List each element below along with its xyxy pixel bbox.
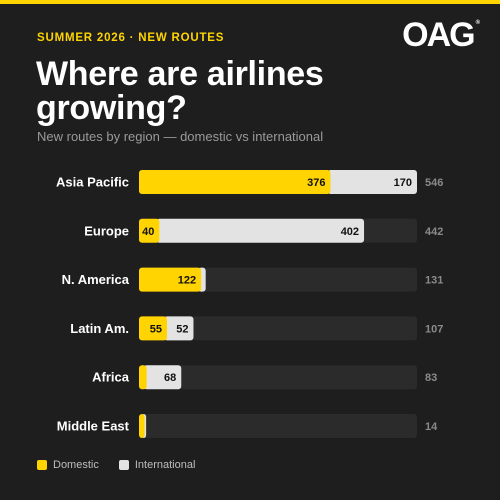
bar-domestic-n-america: [139, 267, 202, 292]
legend-label-international: International: [134, 459, 196, 471]
data-label-domestic-asia-pacific: 376: [307, 177, 325, 189]
top-accent-bar: [0, 0, 500, 4]
total-label-europe: 442: [425, 226, 443, 238]
category-label-europe: Europe: [84, 223, 129, 238]
bar-domestic-asia-pacific: [139, 170, 331, 194]
bar-international-europe: [156, 218, 365, 243]
legend-item-domestic: Domestic: [37, 459, 99, 471]
bar-international-latin-am: [164, 316, 194, 341]
bar-domestic-europe: [139, 218, 160, 243]
legend-label-domestic: Domestic: [53, 459, 99, 471]
category-label-n-america: N. America: [62, 272, 130, 287]
bar-domestic-africa: [139, 365, 147, 390]
bar-domestic-latin-am: [139, 316, 168, 341]
category-label-latin-am: Latin Am.: [70, 321, 129, 336]
total-label-asia-pacific: 546: [425, 177, 443, 189]
total-label-africa: 83: [425, 372, 437, 384]
data-label-international-asia-pacific: 170: [394, 177, 412, 189]
legend-swatch-domestic: [37, 460, 47, 470]
data-label-domestic-n-america: 122: [178, 275, 196, 287]
bar-track-middle-east: [139, 414, 417, 438]
total-label-n-america: 131: [425, 275, 443, 287]
data-label-international-africa: 68: [164, 372, 176, 384]
logo-registered-mark: ®: [475, 20, 480, 26]
data-label-international-europe: 402: [341, 226, 359, 238]
bar-track-latin-am: [139, 316, 417, 341]
page-subtitle: New routes by region — domestic vs inter…: [37, 129, 324, 144]
category-label-africa: Africa: [92, 370, 130, 385]
page-title: Where are airlines growing?: [36, 55, 324, 127]
oag-logo: OAG ®: [402, 16, 480, 55]
bar-international-asia-pacific: [327, 170, 417, 194]
legend: Domestic International: [37, 459, 215, 471]
total-label-middle-east: 14: [425, 421, 438, 433]
bar-international-africa: [143, 365, 182, 390]
total-label-latin-am: 107: [425, 323, 443, 335]
data-label-domestic-europe: 40: [142, 226, 154, 238]
bar-track-n-america: [139, 267, 417, 292]
data-label-domestic-latin-am: 55: [150, 323, 162, 335]
bar-track-africa: [139, 365, 417, 390]
kicker: SUMMER 2026 · NEW ROUTES: [37, 32, 225, 44]
logo-text: OAG: [402, 16, 475, 54]
bar-domestic-middle-east: [139, 414, 145, 438]
data-label-international-latin-am: 52: [176, 323, 188, 335]
legend-item-international: International: [118, 459, 196, 471]
category-label-middle-east: Middle East: [57, 419, 130, 434]
legend-swatch-international: [118, 460, 129, 470]
category-label-asia-pacific: Asia Pacific: [56, 175, 129, 190]
